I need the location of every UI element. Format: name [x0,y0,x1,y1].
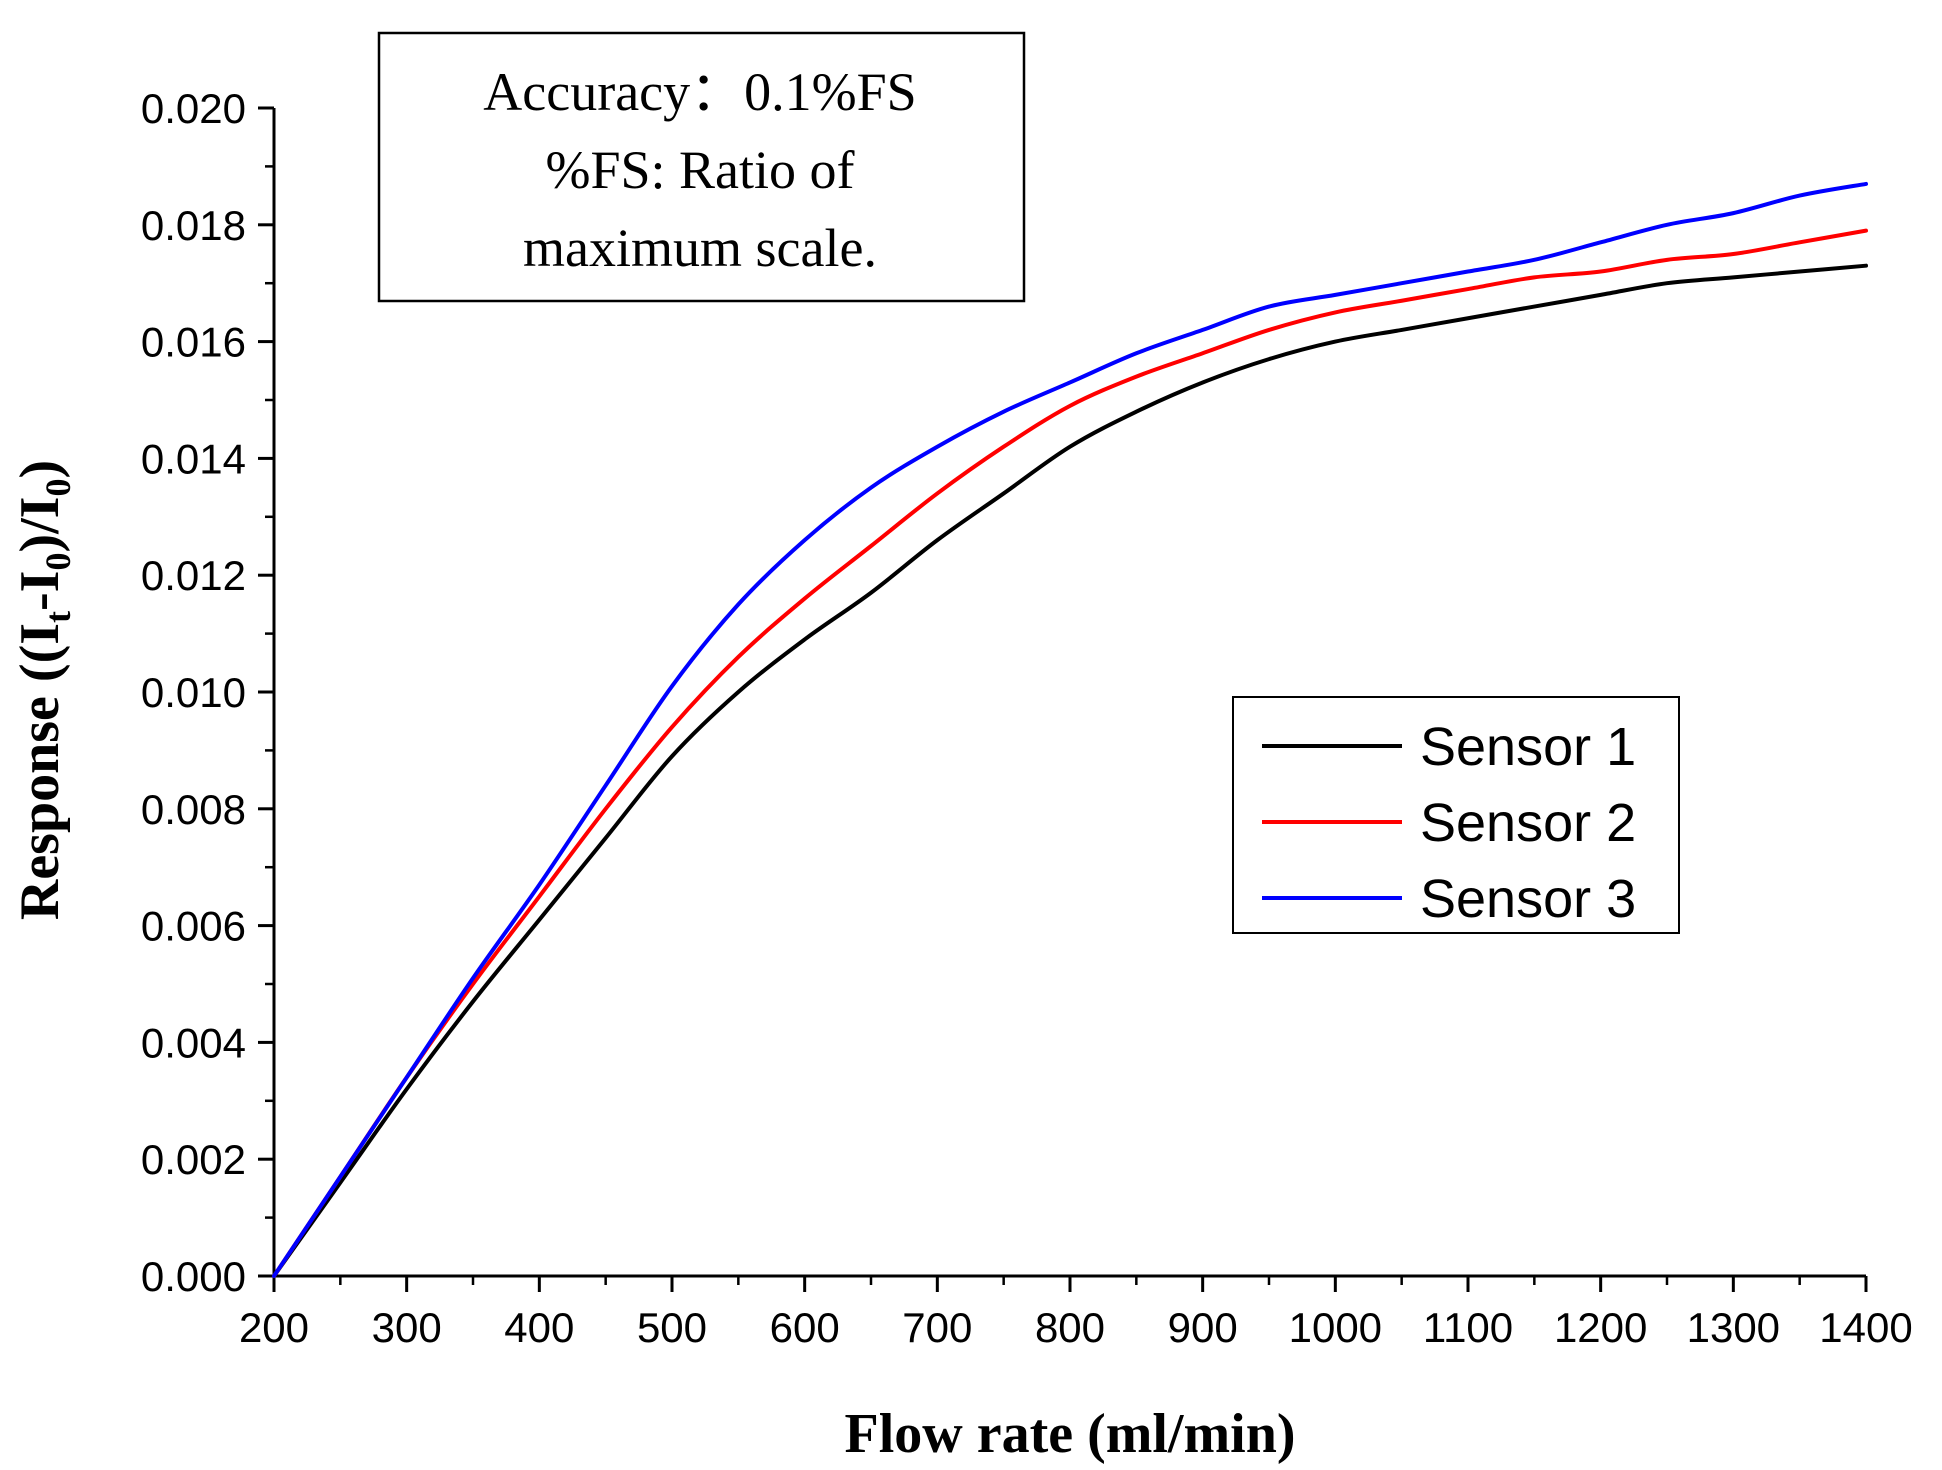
x-tick-label: 1300 [1687,1304,1780,1351]
legend-label-sensor-3: Sensor 3 [1420,869,1636,929]
y-tick-label: 0.002 [141,1136,246,1183]
y-tick-label: 0.020 [141,85,246,132]
x-tick-label: 800 [1035,1304,1105,1351]
y-axis-title: Response ((It-I0)/I0) [9,460,78,920]
annotation-line-3: maximum scale. [523,218,877,278]
y-tick-label: 0.012 [141,552,246,599]
y-tick-label: 0.000 [141,1253,246,1300]
x-axis-title: Flow rate (ml/min) [845,1403,1296,1465]
x-tick-label: 200 [239,1304,309,1351]
annotation-line-1: Accuracy：0.1%FS [483,62,916,122]
x-tick-label: 300 [372,1304,442,1351]
x-tick-label: 900 [1168,1304,1238,1351]
x-tick-label: 1100 [1423,1304,1513,1351]
x-tick-label: 700 [902,1304,972,1351]
x-tick-label: 1200 [1554,1304,1647,1351]
x-tick-label: 600 [770,1304,840,1351]
series-line-sensor-3 [272,181,1868,1278]
y-tick-label: 0.006 [141,903,246,950]
x-tick-label: 400 [504,1304,574,1351]
series-line-sensor-2 [272,228,1868,1278]
axes: 200 300 400 500 600 700 800 900 1000 1100 1200 1300… [141,85,1913,1351]
annotation-box: Accuracy：0.1%FS %FS: Ratio of maximum sc… [377,31,1026,303]
legend-label-sensor-2: Sensor 2 [1420,793,1636,853]
y-tick-label: 0.014 [141,435,246,482]
legend: Sensor 1 Sensor 2 Sensor 3 [1232,696,1680,934]
y-tick-label: 0.018 [141,202,246,249]
x-tick-label: 500 [637,1304,707,1351]
legend-label-sensor-1: Sensor 1 [1420,717,1636,777]
series-layer [272,181,1868,1278]
y-tick-label: 0.004 [141,1019,246,1066]
y-tick-label: 0.008 [141,786,246,833]
annotation-line-2: %FS: Ratio of [545,140,854,200]
series-line-sensor-1 [272,263,1868,1278]
x-tick-label: 1400 [1819,1304,1912,1351]
y-tick-label: 0.010 [141,669,246,716]
x-tick-label: 1000 [1289,1304,1382,1351]
y-tick-label: 0.016 [141,319,246,366]
